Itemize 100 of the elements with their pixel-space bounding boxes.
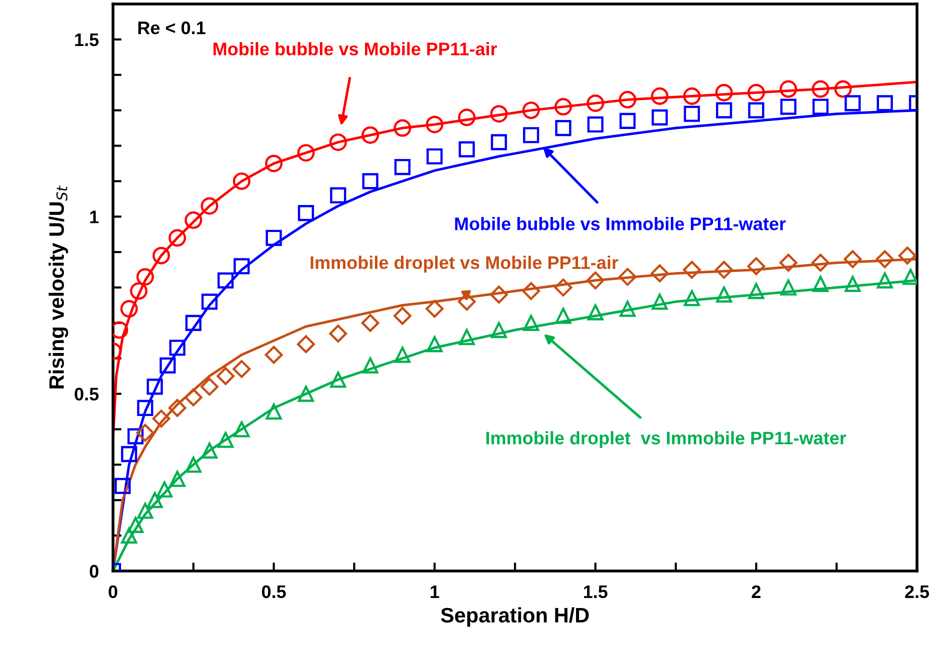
y-tick-label: 1.5 bbox=[75, 34, 99, 46]
point bbox=[620, 112, 636, 129]
point bbox=[684, 106, 700, 122]
point bbox=[130, 282, 148, 300]
x-tick-label: 2 bbox=[752, 585, 760, 598]
point bbox=[297, 144, 315, 162]
point bbox=[490, 105, 508, 123]
point bbox=[298, 205, 314, 222]
point bbox=[169, 340, 186, 356]
point bbox=[812, 276, 829, 292]
point bbox=[184, 388, 202, 406]
point bbox=[152, 246, 170, 264]
point bbox=[114, 478, 131, 494]
point bbox=[586, 271, 604, 290]
point bbox=[362, 357, 378, 374]
y-axis-title: Rising velocity U/U$_{St}$ bbox=[48, 185, 68, 388]
point bbox=[716, 102, 732, 118]
point bbox=[146, 378, 163, 395]
y-tick-label: 1 bbox=[90, 210, 99, 224]
point bbox=[394, 119, 412, 137]
point bbox=[426, 336, 443, 352]
point bbox=[137, 502, 154, 519]
x-tick-label: 1.5 bbox=[584, 586, 608, 598]
point bbox=[426, 148, 443, 164]
point bbox=[522, 102, 540, 120]
y-tick-label: 0 bbox=[90, 564, 98, 578]
point bbox=[264, 346, 283, 364]
point bbox=[216, 367, 235, 386]
point bbox=[234, 258, 250, 274]
point bbox=[218, 272, 234, 288]
y-tick-label: 0.5 bbox=[74, 388, 99, 401]
point bbox=[780, 98, 796, 115]
point bbox=[330, 187, 346, 204]
point bbox=[458, 329, 475, 346]
point bbox=[201, 294, 218, 310]
point bbox=[394, 158, 410, 176]
point bbox=[185, 314, 202, 331]
x-tick-label: 0 bbox=[108, 585, 118, 598]
point bbox=[362, 173, 378, 190]
point bbox=[780, 80, 798, 98]
point bbox=[200, 197, 218, 215]
x-axis-title: Separation H/D bbox=[440, 607, 589, 627]
point bbox=[426, 116, 444, 134]
point bbox=[232, 172, 250, 190]
point bbox=[586, 94, 604, 112]
point bbox=[620, 300, 636, 317]
point bbox=[812, 80, 830, 98]
point bbox=[185, 456, 202, 473]
x-tick-label: 1 bbox=[430, 586, 440, 598]
point bbox=[748, 282, 764, 300]
point bbox=[683, 87, 701, 105]
point bbox=[218, 432, 234, 448]
point bbox=[393, 306, 412, 325]
point bbox=[426, 300, 444, 318]
point bbox=[555, 120, 572, 136]
point bbox=[127, 516, 144, 533]
point bbox=[682, 260, 701, 279]
point bbox=[146, 492, 163, 508]
point bbox=[490, 134, 507, 150]
point bbox=[168, 399, 186, 417]
point bbox=[329, 324, 348, 343]
point bbox=[650, 87, 668, 105]
point bbox=[266, 403, 282, 420]
point bbox=[554, 278, 572, 296]
point bbox=[136, 424, 154, 442]
point bbox=[121, 446, 138, 462]
point bbox=[684, 290, 700, 306]
point bbox=[266, 230, 282, 246]
point bbox=[844, 276, 861, 292]
point bbox=[234, 421, 250, 438]
point bbox=[876, 95, 893, 112]
point bbox=[156, 481, 173, 498]
point bbox=[298, 386, 314, 402]
point bbox=[201, 442, 218, 459]
point bbox=[747, 84, 765, 102]
point bbox=[490, 322, 507, 338]
point bbox=[587, 116, 604, 133]
point bbox=[458, 141, 475, 158]
point bbox=[169, 470, 186, 487]
annotation: Re < 0.1 bbox=[138, 21, 206, 34]
point bbox=[200, 378, 218, 396]
point bbox=[137, 400, 154, 416]
x-tick-label: 0.5 bbox=[262, 585, 286, 598]
point bbox=[522, 282, 540, 300]
point bbox=[715, 260, 734, 279]
point bbox=[554, 98, 572, 116]
point bbox=[523, 127, 540, 144]
point bbox=[127, 428, 144, 444]
point bbox=[844, 250, 862, 268]
point bbox=[748, 102, 764, 118]
point bbox=[898, 246, 916, 265]
point bbox=[152, 410, 170, 428]
point bbox=[361, 314, 380, 332]
point bbox=[232, 360, 251, 378]
point bbox=[876, 250, 894, 268]
point bbox=[329, 133, 347, 151]
point bbox=[652, 109, 668, 126]
point bbox=[120, 300, 138, 318]
point bbox=[779, 254, 798, 272]
point bbox=[121, 528, 138, 544]
